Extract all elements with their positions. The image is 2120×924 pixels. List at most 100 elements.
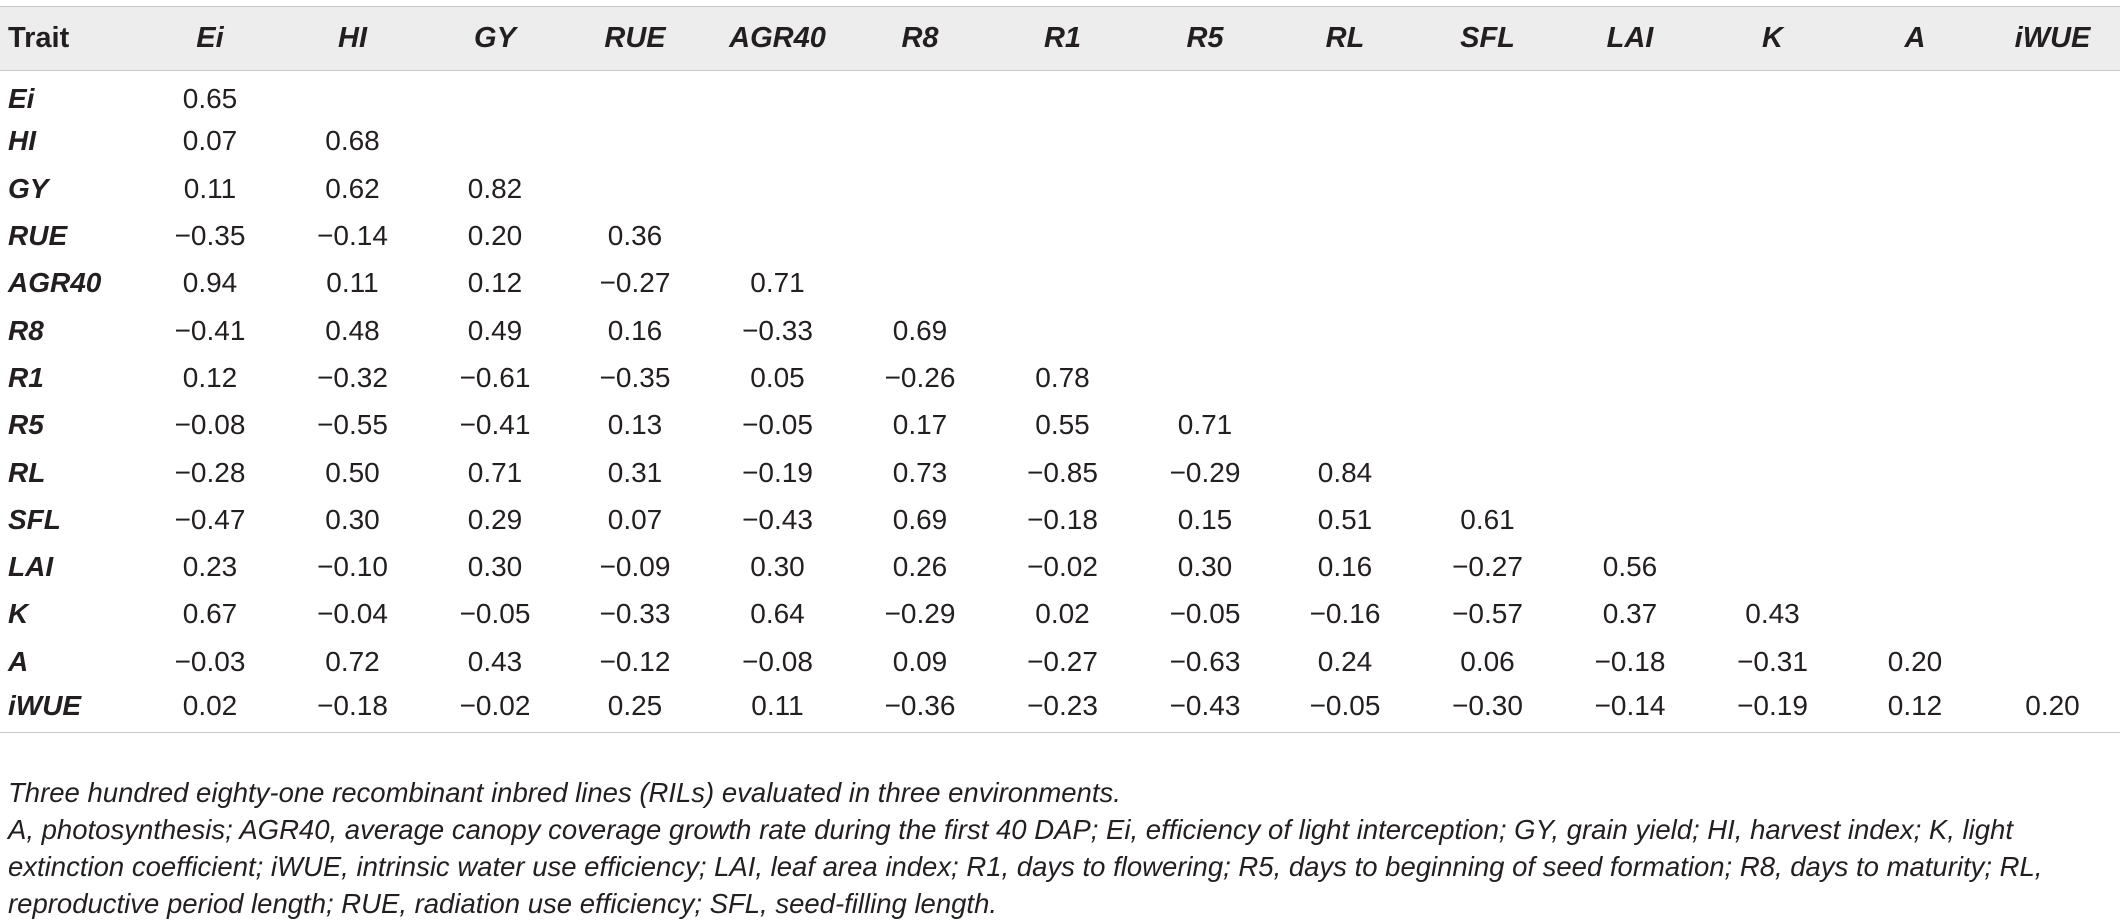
table-cell: −0.19 — [1700, 685, 1845, 734]
table-cell: 0.94 — [182, 267, 238, 299]
table-cell: 0.06 — [1460, 645, 1515, 677]
table-cell — [1560, 307, 1700, 354]
table-cell — [1700, 118, 1845, 165]
table-cell: 0.17 — [892, 409, 948, 441]
correlation-table: Trait Ei HI GY RUE AGR40 R8 R1 R5 RL SFL… — [0, 6, 2120, 734]
table-cell: −0.33 — [599, 598, 671, 630]
table-cell — [1415, 354, 1560, 401]
table-cell — [1415, 212, 1560, 259]
table-cell — [1845, 591, 1985, 638]
table-cell — [1275, 402, 1415, 449]
table-cell: 0.56 — [1602, 551, 1658, 583]
table-cell: −0.57 — [1452, 598, 1523, 630]
table-cell — [1560, 449, 1700, 496]
table-cell: −0.61 — [459, 361, 531, 393]
table-cell: 0.26 — [892, 551, 948, 583]
table-cell: 0.68 — [325, 125, 380, 157]
table-cell — [1135, 307, 1275, 354]
table-cell — [1845, 118, 1985, 165]
table-cell: −0.27 — [1027, 645, 1098, 677]
table-cell: 0.29 — [467, 503, 523, 535]
table-cell — [1415, 307, 1560, 354]
table-row: AGR40 0.94 0.11 0.12 −0.27 0.71 — [0, 260, 2120, 307]
table-cell — [850, 118, 990, 165]
table-cell: −0.08 — [174, 409, 246, 441]
table-cell: −0.03 — [174, 645, 246, 677]
table-cell — [1275, 354, 1415, 401]
table-cell — [1135, 118, 1275, 165]
table-cell: −0.08 — [742, 645, 813, 677]
row-label: K — [8, 598, 29, 630]
table-cell: −0.04 — [317, 598, 388, 630]
table-cell: −0.14 — [317, 220, 388, 252]
table-cell: 0.61 — [1460, 503, 1515, 535]
table-cell: −0.14 — [1560, 685, 1700, 734]
table-cell: 0.64 — [750, 598, 805, 630]
table-cell — [1700, 71, 1845, 118]
table-cell — [705, 71, 850, 118]
table-cell: −0.33 — [742, 314, 813, 346]
table-cell — [425, 118, 565, 165]
table-cell: −0.12 — [599, 645, 671, 677]
table-cell: 0.16 — [607, 314, 663, 346]
table-cell — [1275, 260, 1415, 307]
table-cell — [1275, 118, 1415, 165]
table-row: A −0.03 0.72 0.43 −0.12 −0.08 0.09 −0.27 −0.63 0.… — [0, 638, 2120, 685]
table-cell: −0.36 — [850, 685, 990, 734]
table-cell: 0.02 — [1035, 598, 1090, 630]
table-cell — [850, 260, 990, 307]
table-cell: 0.78 — [1035, 361, 1090, 393]
column-header: iWUE — [1985, 6, 2120, 71]
table-cell: 0.65 — [182, 83, 238, 115]
table-cell: −0.30 — [1415, 685, 1560, 734]
table-cell — [425, 71, 565, 118]
table-cell: 0.69 — [892, 314, 948, 346]
row-label: R1 — [8, 361, 44, 393]
table-row: RL −0.28 0.50 0.71 0.31 −0.19 0.73 −0.85 −0.29 0.… — [0, 449, 2120, 496]
table-cell — [1415, 165, 1560, 212]
table-cell — [1845, 212, 1985, 259]
table-cell — [1560, 354, 1700, 401]
table-cell: −0.09 — [599, 551, 671, 583]
table-cell: −0.41 — [459, 409, 531, 441]
table-cell — [990, 71, 1135, 118]
table-cell: −0.41 — [174, 314, 246, 346]
row-label: RL — [8, 456, 46, 488]
table-cell — [1700, 307, 1845, 354]
table-cell: −0.43 — [742, 503, 813, 535]
column-header: Trait — [0, 6, 140, 71]
table-cell — [1700, 165, 1845, 212]
table-cell: 0.16 — [1317, 551, 1373, 583]
table-cell — [1560, 496, 1700, 543]
table-cell — [1845, 165, 1985, 212]
table-row: R1 0.12 −0.32 −0.61 −0.35 0.05 −0.26 0.78 — [0, 354, 2120, 401]
table-cell: 0.36 — [607, 220, 663, 252]
table-cell — [1985, 354, 2120, 401]
table-cell: 0.30 — [467, 551, 523, 583]
table-cell — [1560, 260, 1700, 307]
table-cell — [1845, 402, 1985, 449]
table-cell — [990, 165, 1135, 212]
table-row: HI 0.07 0.68 — [0, 118, 2120, 165]
row-label: A — [8, 645, 29, 677]
table-cell: −0.85 — [1027, 456, 1098, 488]
table-cell: 0.05 — [750, 361, 805, 393]
table-cell: −0.29 — [884, 598, 956, 630]
table-body: Ei 0.65 HI 0.07 0.68 GY 0.11 0.62 0.82 RUE −0.35 −0… — [0, 71, 2120, 734]
row-label: RUE — [8, 220, 68, 252]
table-cell: 0.12 — [467, 267, 523, 299]
table-cell: 0.82 — [467, 172, 523, 204]
table-cell: −0.35 — [174, 220, 246, 252]
table-row: SFL −0.47 0.30 0.29 0.07 −0.43 0.69 −0.18 0.15 0.… — [0, 496, 2120, 543]
table-row: LAI 0.23 −0.10 0.30 −0.09 0.30 0.26 −0.02 0.30 0.… — [0, 543, 2120, 590]
row-label: R5 — [8, 409, 44, 441]
table-cell: 0.69 — [892, 503, 948, 535]
row-label: HI — [8, 125, 36, 157]
table-cell: 0.23 — [182, 551, 238, 583]
table-cell — [1845, 543, 1985, 590]
table-header-row: Trait Ei HI GY RUE AGR40 R8 R1 R5 RL SFL… — [0, 6, 2120, 71]
table-cell: 0.30 — [1177, 551, 1233, 583]
table-cell: 0.43 — [467, 645, 523, 677]
table-row: Ei 0.65 — [0, 71, 2120, 118]
table-cell: 0.30 — [325, 503, 380, 535]
